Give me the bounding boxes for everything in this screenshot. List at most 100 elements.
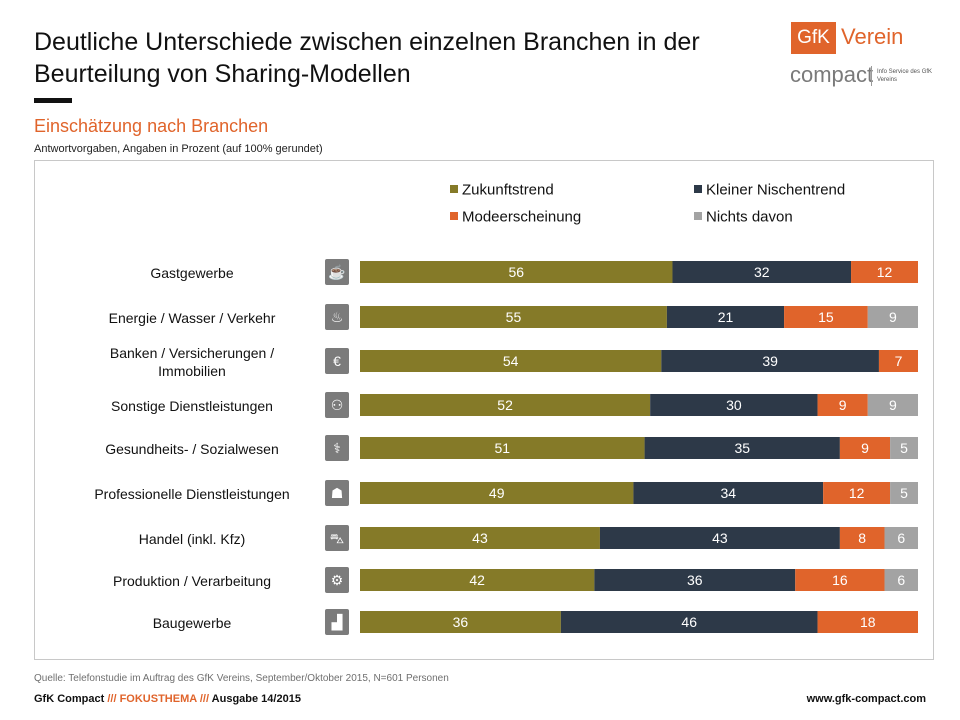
footer-website: www.gfk-compact.com [806, 693, 926, 705]
legend-label: Modeerscheinung [462, 208, 582, 226]
title-underline [34, 98, 72, 103]
bar-value-label: 6 [897, 530, 905, 546]
source-note: Quelle: Telefonstudie im Auftrag des GfK… [34, 673, 449, 684]
bar-segment [890, 482, 918, 504]
logo-box: GfK [791, 22, 836, 54]
bar-segment [360, 569, 595, 591]
legend-label: Nichts davon [706, 208, 793, 226]
bar-value-label: 5 [900, 440, 908, 456]
logo-divider [871, 66, 872, 86]
caduceus-icon: ⚕ [325, 435, 349, 461]
bar-value-label: 15 [818, 309, 834, 325]
coffee-cup-icon: ☕ [325, 259, 349, 285]
people-icon: ⚇ [325, 392, 349, 418]
bar-segment [650, 394, 818, 416]
bar-segment [890, 437, 918, 459]
chart-subtitle: Einschätzung nach Branchen [34, 116, 269, 136]
page-title: Deutliche Unterschiede zwischen einzelne… [34, 28, 700, 88]
bar-value-label: 18 [860, 614, 876, 630]
bar-value-label: 9 [889, 309, 897, 325]
bar-segment [360, 261, 673, 283]
legend-swatch [450, 185, 458, 194]
building-blocks-icon: ▟ [325, 609, 349, 635]
bar-value-label: 54 [503, 353, 519, 369]
bar-value-label: 36 [687, 572, 703, 588]
category-label: Sonstige Dienstleistungen [111, 398, 273, 414]
bar-segment [599, 527, 840, 549]
bar-segment [884, 527, 918, 549]
category-label: Baugewerbe [152, 615, 232, 631]
bar-segment [817, 394, 868, 416]
bar-segment [360, 350, 662, 372]
bar-value-label: 35 [734, 440, 750, 456]
bar-value-label: 30 [726, 397, 742, 413]
footer-left: GfK Compact /// FOKUSTHEMA /// Ausgabe 1… [34, 693, 301, 705]
chart-note: Antwortvorgaben, Angaben in Prozent (auf… [34, 143, 323, 155]
businessperson-icon: ☗ [325, 480, 349, 506]
footer-brand: GfK Compact [34, 693, 105, 705]
footer-issue: Ausgabe 14/2015 [211, 693, 301, 705]
bar-segment [839, 527, 885, 549]
bar-segment [644, 437, 840, 459]
bar-segment [661, 350, 879, 372]
bar-value-label: 46 [681, 614, 697, 630]
legend-item-3: Nichts davon [694, 208, 793, 226]
bar-segment [878, 350, 918, 372]
bar-value-label: 34 [720, 485, 736, 501]
legend-item-1: Kleiner Nischentrend [694, 181, 845, 199]
bar-segment [839, 437, 891, 459]
bar-value-label: 9 [839, 397, 847, 413]
category-label: Handel (inkl. Kfz) [138, 531, 246, 547]
bar-segment [360, 394, 651, 416]
bar-segment [360, 527, 600, 549]
bar-value-label: 52 [497, 397, 513, 413]
category-label: Banken / Versicherungen / Immobilien [109, 345, 275, 379]
category-label: Gastgewerbe [150, 265, 234, 281]
logo-compact-text: compact [790, 62, 874, 87]
bar-value-label: 8 [858, 530, 866, 546]
category-label: Produktion / Verarbeitung [113, 573, 271, 589]
bar-segment [672, 261, 852, 283]
legend-swatch [450, 212, 458, 221]
bar-segment [594, 569, 796, 591]
bar-segment [817, 611, 918, 633]
category-label: Professionelle Dienstleistungen [94, 486, 290, 502]
bar-value-label: 32 [754, 264, 770, 280]
bar-segment [633, 482, 824, 504]
footer-separator: /// [107, 693, 117, 705]
flame-icon: ♨ [325, 304, 349, 330]
logo-verein-text: Verein [841, 24, 904, 49]
footer-focus: FOKUSTHEMA [119, 693, 197, 705]
gfk-verein-logo: GfK Verein compact Info Service des GfK … [788, 18, 938, 90]
bar-segment [851, 261, 918, 283]
category-label: Energie / Wasser / Verkehr [108, 310, 276, 326]
legend-swatch [694, 212, 702, 221]
chart-panel [34, 160, 934, 660]
bar-segment [360, 611, 561, 633]
bar-segment [867, 394, 918, 416]
euro-icon: € [325, 348, 349, 374]
bar-value-label: 12 [877, 264, 893, 280]
bar-segment [360, 482, 634, 504]
bar-value-label: 12 [849, 485, 865, 501]
category-label: Gesundheits- / Sozialwesen [105, 441, 279, 457]
bar-segment [823, 482, 891, 504]
legend-swatch [694, 185, 702, 194]
bar-segment [360, 437, 645, 459]
bar-segment [795, 569, 885, 591]
bar-value-label: 21 [718, 309, 734, 325]
bar-segment [867, 306, 918, 328]
bar-value-label: 51 [495, 440, 511, 456]
bar-value-label: 9 [861, 440, 869, 456]
bar-segment [360, 306, 667, 328]
bar-value-label: 7 [895, 353, 903, 369]
bar-value-label: 56 [508, 264, 524, 280]
legend-label: Kleiner Nischentrend [706, 181, 846, 199]
legend-item-2: Modeerscheinung [450, 208, 581, 226]
bar-value-label: 55 [506, 309, 522, 325]
bar-value-label: 49 [489, 485, 505, 501]
legend-label: Zukunftstrend [462, 181, 554, 199]
bar-value-label: 43 [472, 530, 488, 546]
bar-segment [560, 611, 818, 633]
